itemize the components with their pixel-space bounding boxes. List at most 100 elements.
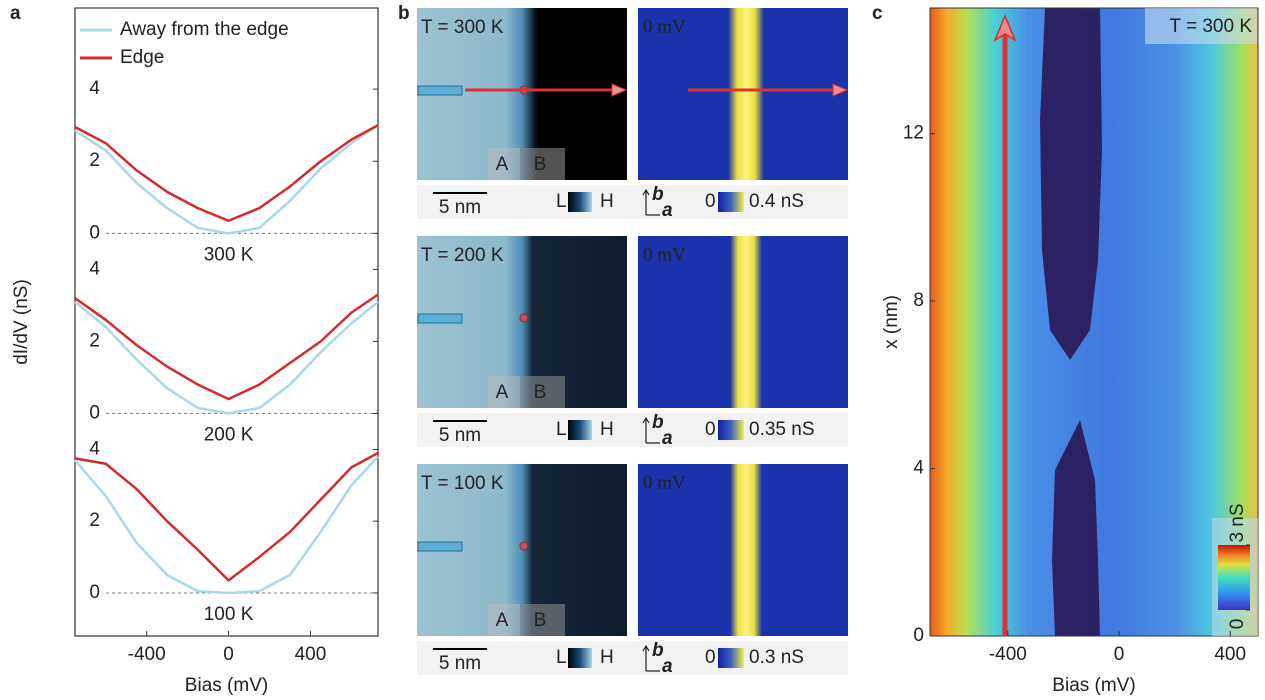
conductance-max-label: 0.35 nS bbox=[749, 419, 815, 440]
temperature-label: 200 K bbox=[204, 424, 254, 445]
topo-low-label: L bbox=[556, 647, 567, 668]
axis-b-label: b bbox=[652, 412, 664, 433]
scan-arrow-head bbox=[832, 83, 849, 97]
conductance-colorbar bbox=[718, 420, 744, 440]
conductance-colorbar bbox=[718, 192, 744, 212]
topo-high-label: H bbox=[600, 419, 614, 440]
panel-label: b bbox=[398, 3, 410, 24]
region-a-box bbox=[488, 604, 520, 636]
panel-a-frame bbox=[74, 7, 379, 637]
temperature-label: T = 200 K bbox=[421, 245, 504, 266]
temperature-label: T = 300 K bbox=[421, 17, 504, 38]
conductance-min-label: 0 bbox=[705, 191, 716, 212]
x-tick-label: 400 bbox=[295, 644, 327, 665]
topo-colorbar bbox=[568, 648, 592, 668]
axis-b-label: b bbox=[652, 640, 664, 661]
axis-icon bbox=[642, 416, 660, 444]
region-a-box bbox=[488, 148, 520, 180]
region-a-box bbox=[488, 376, 520, 408]
tip-marker bbox=[417, 85, 463, 96]
curve bbox=[74, 124, 379, 222]
y-tick-label: 0 bbox=[89, 582, 100, 603]
region-b-box bbox=[520, 604, 565, 636]
legend-label: Edge bbox=[120, 47, 164, 68]
conductance-colorbar bbox=[718, 648, 744, 668]
tip-dot bbox=[519, 313, 529, 323]
topo-colorbar bbox=[568, 420, 592, 440]
region-b-label: B bbox=[534, 382, 547, 403]
edge-stripe bbox=[730, 236, 762, 408]
topo-colorbar bbox=[568, 192, 592, 212]
tip-dot bbox=[519, 541, 529, 551]
scale-bar-label: 5 nm bbox=[439, 197, 481, 218]
axis-icon bbox=[642, 188, 660, 216]
axis-a-label: a bbox=[662, 656, 673, 677]
x-axis-label: Bias (mV) bbox=[1052, 675, 1135, 696]
topo-low-label: L bbox=[556, 191, 567, 212]
legend-strip bbox=[417, 413, 848, 447]
temperature-label: 300 K bbox=[204, 244, 254, 265]
conductance-max-label: 0.3 nS bbox=[749, 647, 804, 668]
x-axis-label: Bias (mV) bbox=[185, 675, 268, 696]
y-tick-label: 4 bbox=[89, 258, 100, 279]
edge-stripe bbox=[728, 8, 764, 180]
heatmap bbox=[929, 7, 1259, 637]
y-tick-label: 0 bbox=[89, 222, 100, 243]
region-a-label: A bbox=[496, 154, 509, 175]
bias-label: 0 mV bbox=[643, 16, 686, 37]
y-tick-label: 4 bbox=[89, 78, 100, 99]
y-axis-label: dI/dV (nS) bbox=[11, 279, 32, 365]
conductance-min-label: 0 bbox=[705, 419, 716, 440]
edge-stripe bbox=[730, 464, 762, 636]
y-tick-label: 4 bbox=[89, 438, 100, 459]
region-b-label: B bbox=[534, 154, 547, 175]
conductance-max-label: 0.4 nS bbox=[749, 191, 804, 212]
y-tick-label: 0 bbox=[89, 402, 100, 423]
bias-label: 0 mV bbox=[643, 244, 686, 265]
temperature-label: 100 K bbox=[204, 604, 254, 625]
panel-label: a bbox=[10, 3, 21, 24]
region-a-label: A bbox=[496, 382, 509, 403]
colorbar-label: 3 nS bbox=[1227, 503, 1248, 542]
x-tick-label: 0 bbox=[1114, 644, 1125, 665]
y-tick-label: 0 bbox=[913, 625, 924, 646]
temperature-label: T = 100 K bbox=[421, 473, 504, 494]
curve bbox=[74, 451, 379, 582]
region-b-box bbox=[520, 376, 565, 408]
curve bbox=[74, 455, 379, 595]
bias-label: 0 mV bbox=[643, 472, 686, 493]
topo-high-label: H bbox=[600, 647, 614, 668]
y-tick-label: 4 bbox=[913, 458, 924, 479]
legend-strip bbox=[417, 185, 848, 219]
legend-strip bbox=[417, 641, 848, 675]
axis-icon bbox=[642, 644, 660, 672]
region-b-box bbox=[520, 148, 565, 180]
y-axis-label: x (nm) bbox=[881, 295, 902, 349]
y-tick-label: 8 bbox=[913, 290, 924, 311]
temperature-label: T = 300 K bbox=[1169, 16, 1252, 37]
region-a-label: A bbox=[496, 610, 509, 631]
legend-label: Away from the edge bbox=[120, 19, 289, 40]
topo-low-label: L bbox=[556, 419, 567, 440]
x-tick-label: -400 bbox=[989, 644, 1027, 665]
axis-b-label: b bbox=[652, 184, 664, 205]
panel-label: c bbox=[872, 3, 883, 24]
conductance-min-label: 0 bbox=[705, 647, 716, 668]
scale-bar-label: 5 nm bbox=[439, 653, 481, 674]
topo-high-label: H bbox=[600, 191, 614, 212]
axis-a-label: a bbox=[662, 428, 673, 449]
curve bbox=[74, 124, 379, 235]
x-tick-label: 400 bbox=[1214, 644, 1246, 665]
scale-bar-label: 5 nm bbox=[439, 425, 481, 446]
curve bbox=[74, 300, 379, 415]
curve bbox=[74, 293, 379, 401]
colorbar-label: 0 bbox=[1227, 619, 1248, 630]
y-tick-label: 2 bbox=[89, 510, 100, 531]
tip-marker bbox=[417, 313, 463, 324]
y-tick-label: 12 bbox=[903, 123, 924, 144]
tip-marker bbox=[417, 541, 463, 552]
y-tick-label: 2 bbox=[89, 150, 100, 171]
axis-a-label: a bbox=[662, 200, 673, 221]
x-tick-label: 0 bbox=[223, 644, 234, 665]
